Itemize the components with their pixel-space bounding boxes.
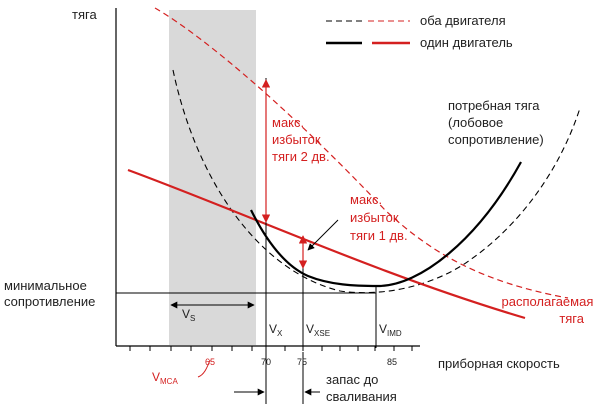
available-thrust-label: располагаемая тяга xyxy=(501,294,597,326)
legend: оба двигателя один двигатель xyxy=(326,13,513,50)
x-axis-label: приборная скорость xyxy=(438,356,560,371)
required-thrust-label: потребная тяга (лобовое сопротивление) xyxy=(448,98,544,147)
tick-label-65: 65 xyxy=(205,357,215,367)
max-excess-2-label: макс. избыток тяги 2 дв. xyxy=(272,115,330,164)
y-axis-label: тяга xyxy=(72,7,97,22)
legend-both-engines-label: оба двигателя xyxy=(420,13,506,28)
stall-margin-label: запас до сваливания xyxy=(326,372,397,404)
vimd-label: VIMD xyxy=(379,322,402,338)
x-axis-minor-ticks xyxy=(129,346,413,351)
legend-one-engine-label: один двигатель xyxy=(420,35,513,50)
tick-label-75: 75 xyxy=(297,357,307,367)
stall-region-band xyxy=(169,10,256,345)
available-thrust-two-engines-curve xyxy=(154,7,569,299)
max-excess-1-label: макс. избыток тяги 1 дв. xyxy=(350,192,408,243)
available-thrust-one-engine-curve xyxy=(127,168,526,320)
vmca-pointer xyxy=(197,359,211,378)
tick-label-85: 85 xyxy=(387,357,397,367)
vs-label: VS xyxy=(182,307,195,323)
vxse-label: VXSE xyxy=(306,322,330,338)
required-thrust-one-engine-curve xyxy=(250,161,522,288)
min-drag-label: минимальное сопротивление xyxy=(4,278,95,309)
max-excess-1-pointer xyxy=(307,219,339,251)
vx-label: VX xyxy=(269,322,283,338)
tick-label-70: 70 xyxy=(261,357,271,367)
vmca-label: VMCA xyxy=(152,370,178,386)
required-thrust-two-engines-curve xyxy=(172,69,581,294)
